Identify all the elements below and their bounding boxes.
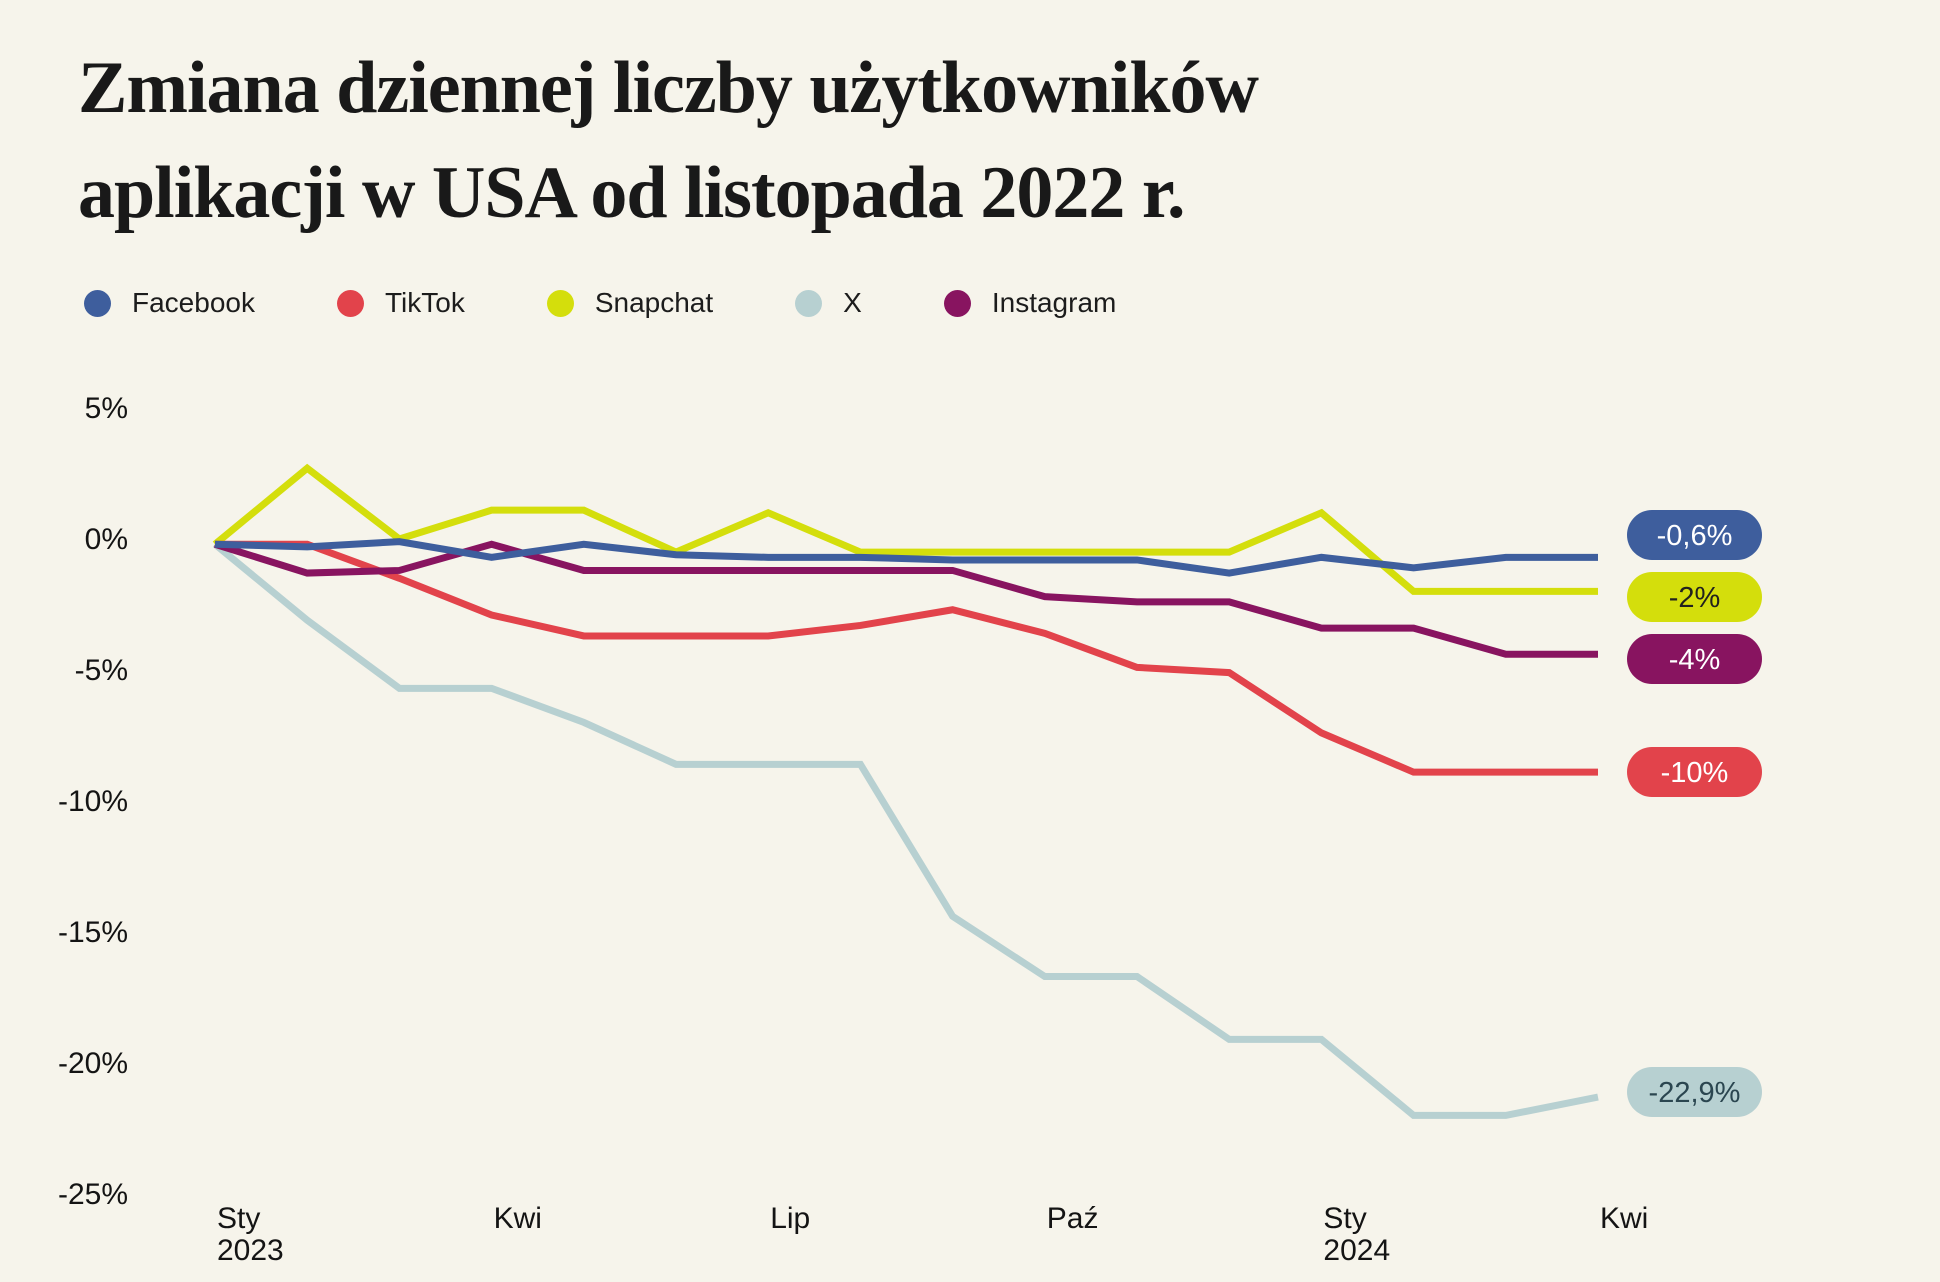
- page-title-line-2: aplikacji w USA od listopada 2022 r.: [78, 152, 1185, 234]
- end-badge-label-facebook: -0,6%: [1657, 520, 1733, 552]
- legend-label-x: X: [843, 287, 862, 318]
- end-badge-label-instagram: -4%: [1669, 644, 1721, 676]
- instagram-dot-icon: [943, 289, 971, 317]
- end-badge-label-snapchat: -2%: [1669, 582, 1721, 614]
- x-axis-label: Paź: [1047, 1202, 1099, 1235]
- legend-label-tiktok: TikTok: [384, 287, 465, 318]
- end-badge-snapchat: [1627, 572, 1762, 622]
- legend-item-facebook: Facebook: [84, 287, 255, 319]
- tiktok-dot-icon: [336, 289, 364, 317]
- page-title-line-1: Zmiana dziennej liczby użytkowników: [78, 47, 1259, 129]
- x-axis-label: Sty: [217, 1202, 260, 1235]
- end-badge-instagram: [1627, 634, 1762, 684]
- legend-label-snapchat: Snapchat: [594, 287, 714, 318]
- y-axis-label: 5%: [85, 392, 128, 425]
- y-axis-label: -20%: [58, 1047, 128, 1080]
- x-axis-label: Kwi: [494, 1202, 542, 1235]
- series-line-snapchat: [212, 463, 1598, 595]
- snapchat-dot-icon: [546, 289, 574, 317]
- page-title: Zmiana dziennej liczby użytkowników apli…: [78, 36, 1259, 246]
- y-axis-label: -15%: [58, 916, 128, 949]
- end-badge-label-x: -22,9%: [1649, 1077, 1741, 1109]
- legend-label-instagram: Instagram: [991, 287, 1117, 318]
- legend-item-snapchat: Snapchat: [546, 287, 714, 319]
- legend-item-x: X: [795, 287, 862, 319]
- series-line-facebook: [214, 538, 1598, 577]
- x-axis-label: 2023: [217, 1234, 284, 1267]
- series-line-x: [212, 541, 1599, 1119]
- y-axis-label: 0%: [85, 523, 128, 556]
- series-line-instagram: [213, 540, 1598, 658]
- facebook-dot-icon: [84, 289, 111, 317]
- end-badge-tiktok: [1627, 747, 1762, 797]
- chart-legend: Facebook TikTok Snapchat X Instagram: [84, 287, 1116, 319]
- y-axis-label: -10%: [58, 785, 128, 818]
- legend-label-facebook: Facebook: [132, 287, 255, 318]
- end-badge-label-tiktok: -10%: [1661, 757, 1729, 789]
- y-axis-label: -5%: [75, 654, 128, 687]
- legend-item-tiktok: TikTok: [336, 287, 465, 319]
- y-axis-label: -25%: [58, 1178, 128, 1211]
- series-line-tiktok: [215, 540, 1598, 776]
- legend-item-instagram: Instagram: [943, 287, 1117, 319]
- end-badge-x: [1627, 1067, 1762, 1117]
- x-axis-label: Lip: [770, 1202, 810, 1235]
- x-dot-icon: [795, 289, 823, 317]
- x-axis-label: Kwi: [1600, 1202, 1648, 1235]
- x-axis-label: 2024: [1323, 1234, 1390, 1267]
- x-axis-label: Sty: [1323, 1202, 1366, 1235]
- end-badge-facebook: [1627, 510, 1762, 560]
